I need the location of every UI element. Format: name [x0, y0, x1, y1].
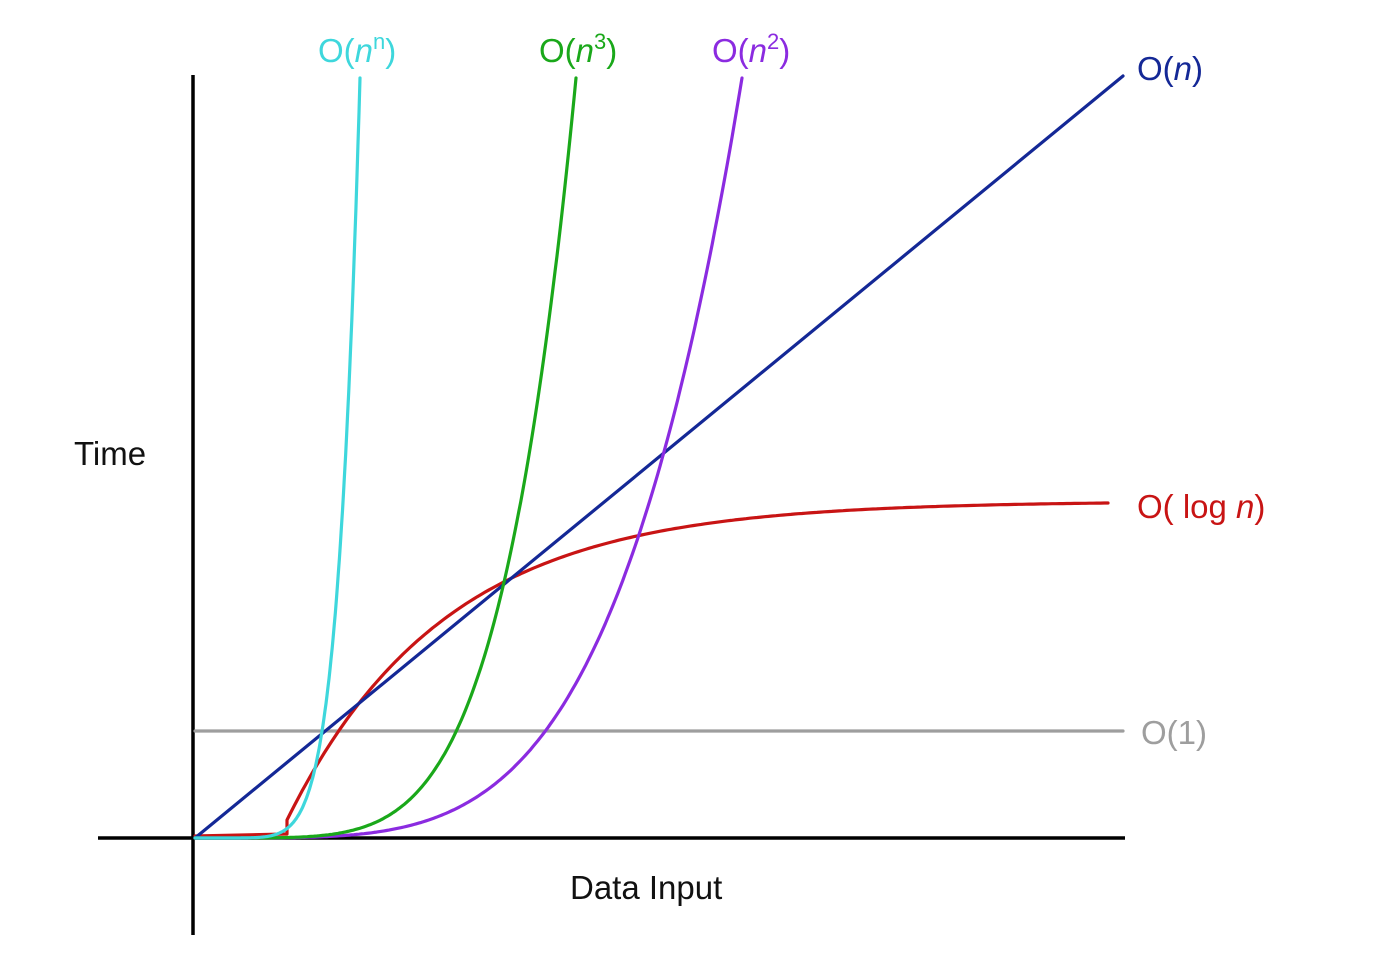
y-axis-label: Time: [74, 435, 146, 472]
x-axis-label: Data Input: [570, 869, 722, 906]
series-line-nn: [193, 76, 362, 840]
series-line-n: [193, 74, 1125, 840]
series-line-n3: [193, 76, 578, 840]
series-label-one: O(1): [1141, 714, 1207, 751]
series-label-n3: O(n3): [539, 29, 617, 69]
series-line-logn: [193, 501, 1110, 838]
series-label-n2: O(n2): [712, 29, 790, 69]
series-label-nn: O(nn): [318, 29, 396, 69]
series-label-logn: O( log n): [1137, 488, 1265, 525]
series-label-n: O(n): [1137, 50, 1203, 87]
